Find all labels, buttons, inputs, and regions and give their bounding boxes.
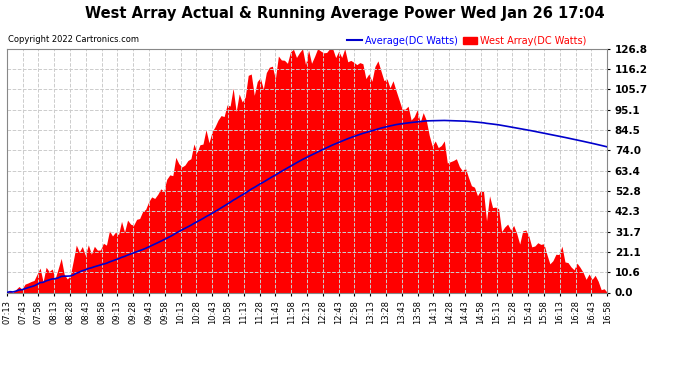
Text: Copyright 2022 Cartronics.com: Copyright 2022 Cartronics.com	[8, 35, 139, 44]
Legend: Average(DC Watts), West Array(DC Watts): Average(DC Watts), West Array(DC Watts)	[344, 32, 591, 50]
Text: West Array Actual & Running Average Power Wed Jan 26 17:04: West Array Actual & Running Average Powe…	[85, 6, 605, 21]
